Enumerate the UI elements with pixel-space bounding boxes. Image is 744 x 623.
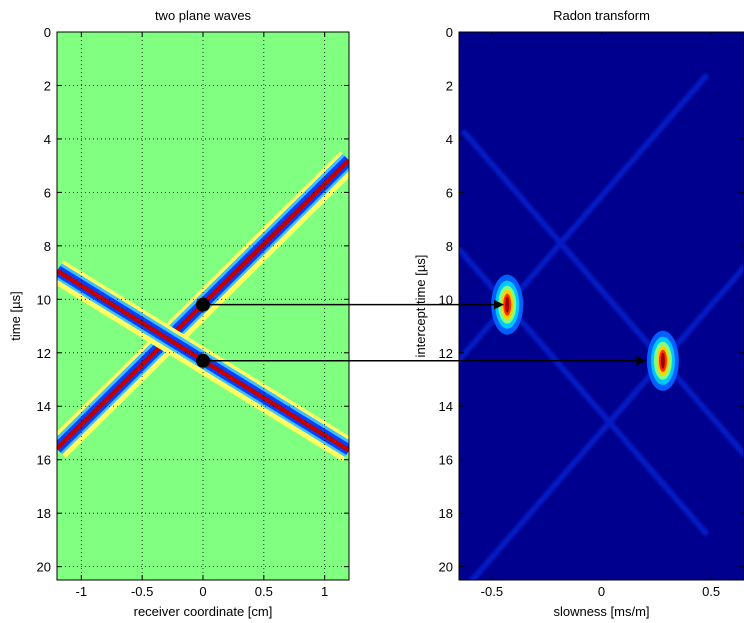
left-y-tick-label: 20 <box>37 560 51 575</box>
left-y-tick-label: 18 <box>37 506 51 521</box>
left-x-axis-label: receiver coordinate [cm] <box>134 604 273 619</box>
right-y-tick-label: 0 <box>446 25 453 40</box>
right-x-axis-label: slowness [ms/m] <box>553 604 649 619</box>
radon-streak <box>660 358 744 459</box>
left-y-tick-label: 0 <box>44 25 51 40</box>
annotations <box>196 297 647 368</box>
left-x-tick-label: 0.5 <box>255 584 273 599</box>
right-y-tick-label: 6 <box>446 185 453 200</box>
right-title: Radon transform <box>553 8 650 23</box>
marker-dot <box>196 353 210 368</box>
right-y-tick-label: 10 <box>439 292 453 307</box>
right-x-tick-label: -0.5 <box>481 584 503 599</box>
radon-streak <box>504 302 710 537</box>
right-y-tick-label: 2 <box>446 78 453 93</box>
right-y-tick-label: 12 <box>439 346 453 361</box>
wave-band <box>62 170 349 458</box>
left-title: two plane waves <box>155 8 252 23</box>
wave-band <box>57 276 347 459</box>
marker-dot <box>196 297 210 312</box>
radon-image <box>459 72 744 580</box>
right-y-tick-label: 14 <box>439 399 453 414</box>
left-y-tick-label: 12 <box>37 346 51 361</box>
right-y-tick-label: 4 <box>446 132 453 147</box>
left-y-tick-label: 2 <box>44 78 51 93</box>
radon-peak <box>660 352 665 369</box>
radon-streak <box>504 72 710 307</box>
left-y-tick-label: 8 <box>44 239 51 254</box>
wave-band <box>60 260 349 442</box>
left-y-tick-label: 4 <box>44 132 51 147</box>
right-x-tick-label: 0 <box>598 584 605 599</box>
wave-band <box>57 279 346 462</box>
wave-band <box>57 153 346 442</box>
left-y-tick-label: 14 <box>37 399 51 414</box>
left-x-tick-label: -0.5 <box>131 584 153 599</box>
right-y-tick-label: 18 <box>439 506 453 521</box>
right-x-tick-label: 0.5 <box>702 584 720 599</box>
left-x-tick-label: 1 <box>321 584 328 599</box>
left-y-axis-label: time [µs] <box>8 291 23 340</box>
left-y-tick-label: 16 <box>37 453 51 468</box>
right-panel: -0.5 0 0.5 0 2 4 6 8 10 12 14 16 18 20 Radon transfor… <box>413 8 744 619</box>
radon-streak <box>460 128 666 363</box>
radon-streak <box>468 358 666 580</box>
radon-streaks <box>459 72 744 580</box>
right-ticks: -0.5 0 0.5 0 2 4 6 8 10 12 14 16 18 20 <box>439 25 744 599</box>
left-y-tick-label: 6 <box>44 185 51 200</box>
right-y-tick-label: 8 <box>446 239 453 254</box>
left-x-tick-label: 0 <box>199 584 206 599</box>
radon-streak <box>459 302 510 365</box>
right-y-axis-label: intercept time [µs] <box>413 255 428 358</box>
wave-band <box>57 151 344 439</box>
right-y-tick-label: 16 <box>439 453 453 468</box>
radon-peak <box>505 296 510 313</box>
radon-streak <box>660 262 744 363</box>
right-y-tick-label: 20 <box>439 560 453 575</box>
radon-streak <box>459 244 510 307</box>
left-x-tick-label: -1 <box>76 584 88 599</box>
left-y-tick-label: 10 <box>37 292 51 307</box>
